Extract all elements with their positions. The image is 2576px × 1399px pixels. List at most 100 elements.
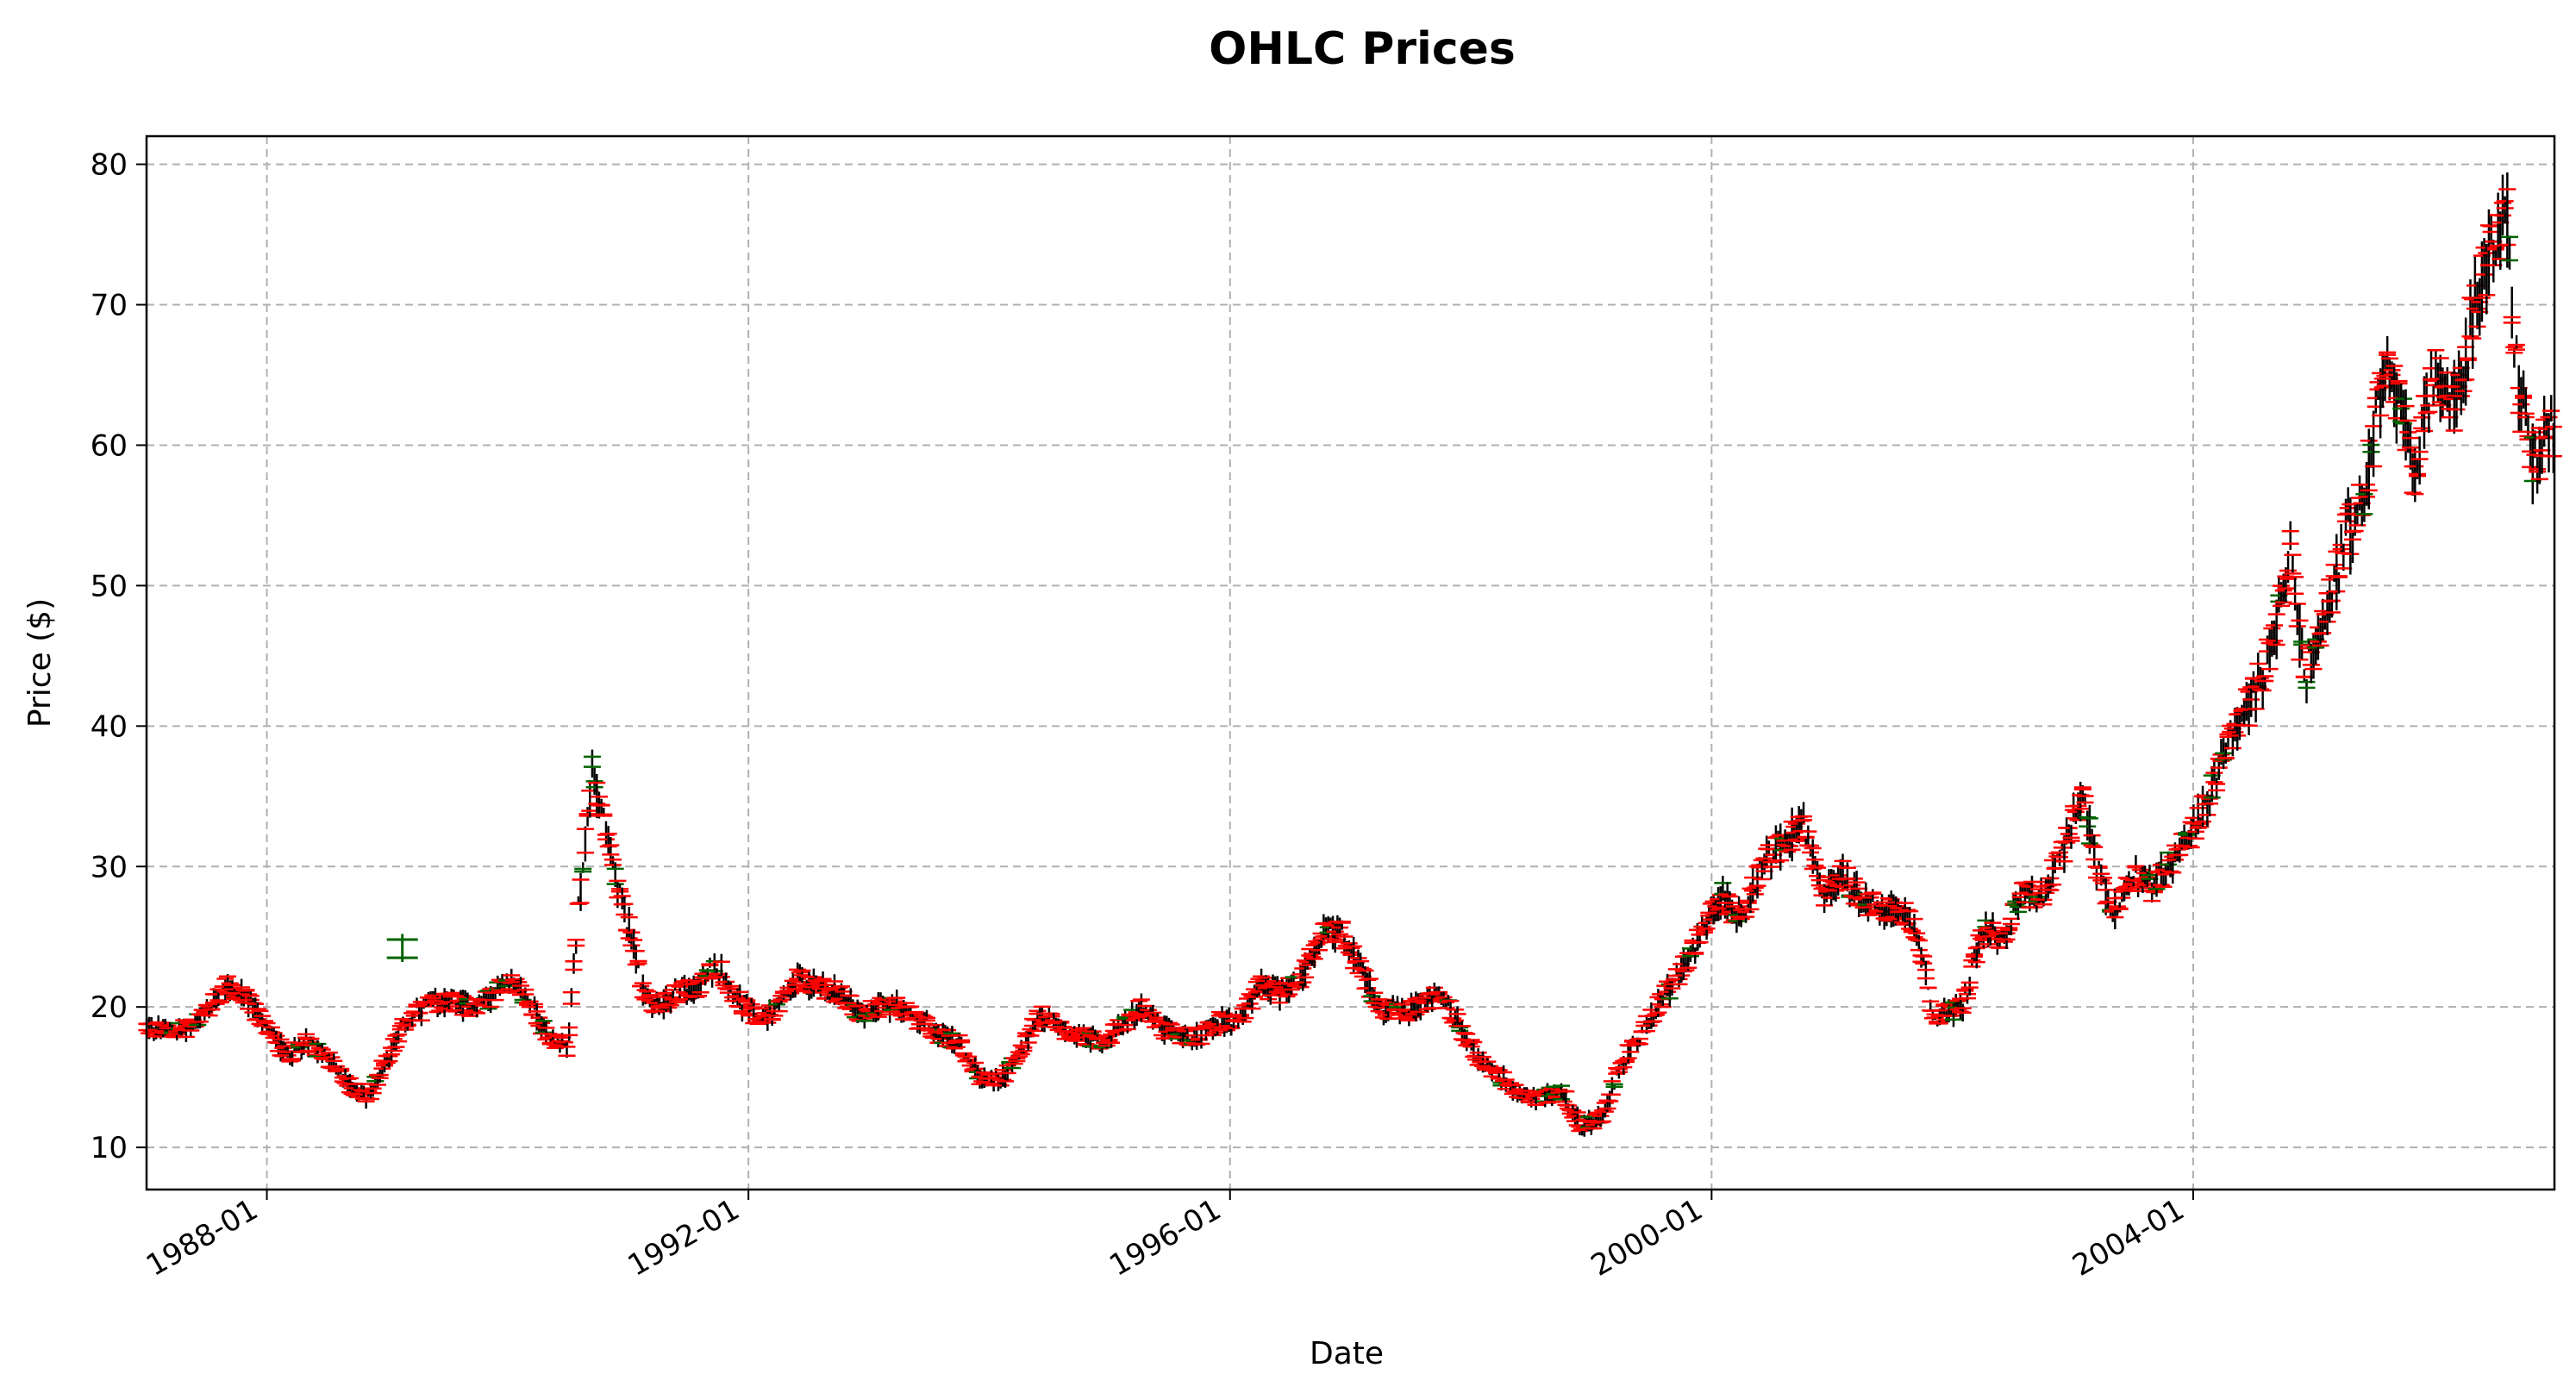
ohlc-bar [738, 994, 756, 1003]
ohlc-bar [2529, 457, 2547, 494]
ohlc-bar [2145, 878, 2163, 895]
ohlc-bar [526, 996, 544, 1010]
ohlc-bar [1359, 972, 1377, 995]
x-axis-label: Date [1310, 1336, 1384, 1371]
ohlc-bar [791, 964, 809, 984]
ohlc-bar [2365, 410, 2383, 478]
ohlc-bar [2492, 211, 2510, 270]
ohlc-bar [2073, 784, 2091, 803]
ohlc-bar [960, 1055, 978, 1062]
ohlc-bar [2369, 378, 2387, 401]
ohlc-bar [510, 980, 528, 996]
ohlc-bar [989, 1074, 1007, 1091]
ohlc-bar [2291, 603, 2309, 668]
ohlc-bar [2542, 395, 2560, 422]
ohlc-bar [1673, 955, 1691, 984]
ohlc-bar [1905, 914, 1923, 942]
ohlc-bar [585, 768, 603, 796]
ohlc-bar [816, 996, 835, 1002]
ohlc-bar [2372, 368, 2390, 439]
ohlc-bar [722, 982, 740, 993]
grid [147, 136, 2554, 1190]
ohlc-bar [380, 1053, 398, 1068]
ohlc-bar [2452, 358, 2470, 415]
y-tick-label: 50 [91, 569, 128, 603]
ohlc-bar [2515, 370, 2533, 409]
ohlc-bar [1103, 1031, 1121, 1048]
ohlc-bar [1834, 853, 1852, 890]
ohlc-bar [1042, 1013, 1060, 1018]
y-tick-label: 80 [91, 148, 128, 183]
ohlc-bar [2328, 534, 2346, 611]
ohlc-bar [2360, 428, 2378, 509]
ohlc-bar [2431, 354, 2449, 422]
ohlc-bar [2380, 357, 2398, 401]
ohlc-bar [1795, 802, 1813, 823]
ohlc-bar [869, 992, 887, 1021]
ohlc-bar [2076, 793, 2094, 805]
ohlc-bar [2429, 362, 2448, 403]
ohlc-bar [1363, 987, 1381, 1009]
ohlc-bar [2002, 917, 2020, 936]
ohlc-bar [1670, 971, 1688, 988]
ohlc-bar [516, 987, 535, 1000]
ohlc-bar [2473, 241, 2491, 322]
ohlc-bar [2000, 925, 2018, 935]
ohlc-bar [1605, 1083, 1623, 1090]
ohlc-bar [2355, 487, 2373, 522]
ohlc-bar [953, 1036, 971, 1047]
ohlc-bar [203, 1007, 221, 1013]
ohlc-bar [888, 990, 906, 1009]
ohlc-bar [701, 957, 719, 968]
ohlc-bar [2390, 379, 2408, 404]
ohlc-bar [2501, 235, 2519, 270]
ohlc-bar [2219, 727, 2237, 750]
ohlc-bar [2496, 196, 2514, 224]
ohlc-bar [2508, 334, 2526, 351]
ohlc-bar [283, 1051, 301, 1067]
ohlc-bar [2478, 243, 2496, 315]
y-tick-label: 60 [91, 428, 128, 463]
ohlc-bar [1340, 940, 1358, 962]
ohlc-bar [1916, 960, 1935, 986]
ohlc-bar [2471, 278, 2489, 336]
ohlc-bar [2281, 521, 2299, 550]
ohlc-bar [2316, 610, 2334, 630]
ohlc-bar [560, 1022, 578, 1041]
y-tick-label: 10 [91, 1131, 128, 1165]
ohlc-bar [572, 872, 590, 911]
ohlc-bar [1959, 992, 1977, 1004]
ohlc-bar [2302, 643, 2320, 684]
ohlc-bar [2251, 666, 2269, 692]
ohlc-bar [2263, 620, 2281, 657]
ohlc-bar [1772, 823, 1790, 871]
y-tick-label: 20 [91, 990, 128, 1025]
ohlc-bar [371, 1067, 389, 1083]
chart-title: OHLC Prices [1209, 23, 1516, 75]
ohlc-bar [1864, 889, 1882, 902]
ohlc-bar [2485, 240, 2503, 283]
ohlc-bar [1954, 1003, 1972, 1022]
ohlc-bar [2104, 909, 2122, 922]
ohlc-bar [1910, 934, 1928, 952]
ohlc-bar [742, 998, 760, 1012]
ohlc-bar [1809, 861, 1827, 886]
ohlc-bar [918, 1009, 936, 1022]
ohlc-bar [2323, 590, 2341, 618]
ohlc-bar [2099, 890, 2117, 909]
ohlc-bar [2284, 553, 2302, 575]
ohlc-bar [1919, 986, 1937, 990]
ohlc-bar [2427, 349, 2445, 388]
y-tick-label: 70 [91, 289, 128, 323]
ohlc-bar [311, 1044, 329, 1050]
ohlc-bar [1568, 1106, 1586, 1129]
y-tick-label: 30 [91, 850, 128, 884]
ohlc-bar [1333, 920, 1351, 930]
ohlc-bar [2216, 742, 2235, 764]
ohlc-bar [2205, 760, 2223, 784]
ohlc-bar [1728, 909, 1746, 934]
ohlc-bar [2413, 406, 2431, 431]
ohlc-bar [606, 862, 624, 887]
ohlc-bar [620, 906, 638, 944]
